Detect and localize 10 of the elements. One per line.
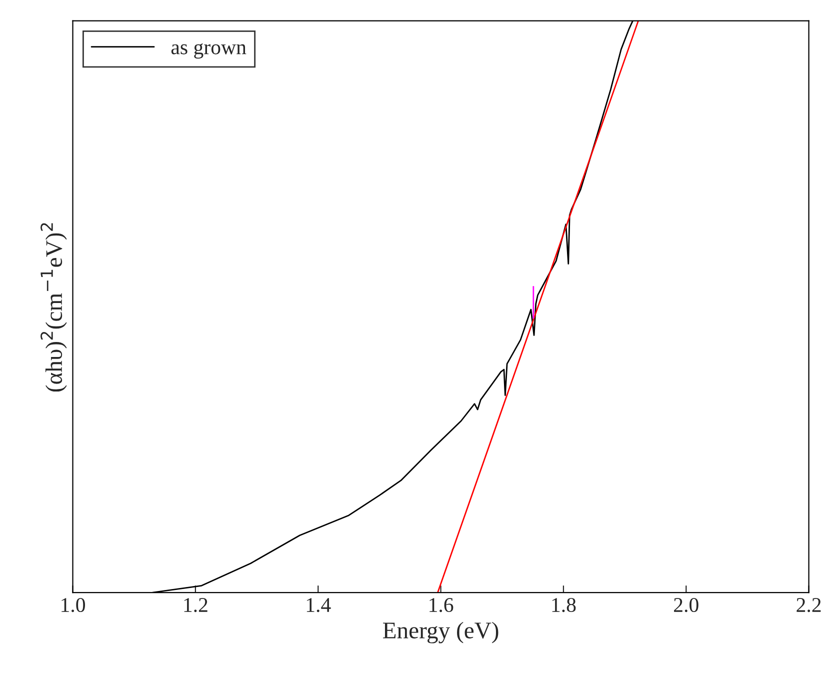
x-tick-label: 1.6 [430, 598, 454, 612]
x-tick-label: 2.2 [796, 598, 821, 612]
x-axis-title: Energy (eV) [383, 622, 498, 644]
x-tick-label: 2.0 [674, 598, 698, 612]
legend-label: as grown [171, 43, 246, 59]
x-tick-label: 1.8 [552, 598, 576, 612]
x-tick-label: 1.2 [184, 598, 208, 612]
y-axis-title: (αhυ)$^{2}$(cm$^{−1}$eV)$^{2}$ [40, 223, 67, 392]
x-tick-label: 1.0 [62, 598, 86, 612]
x-tick-label: 1.4 [306, 598, 331, 612]
